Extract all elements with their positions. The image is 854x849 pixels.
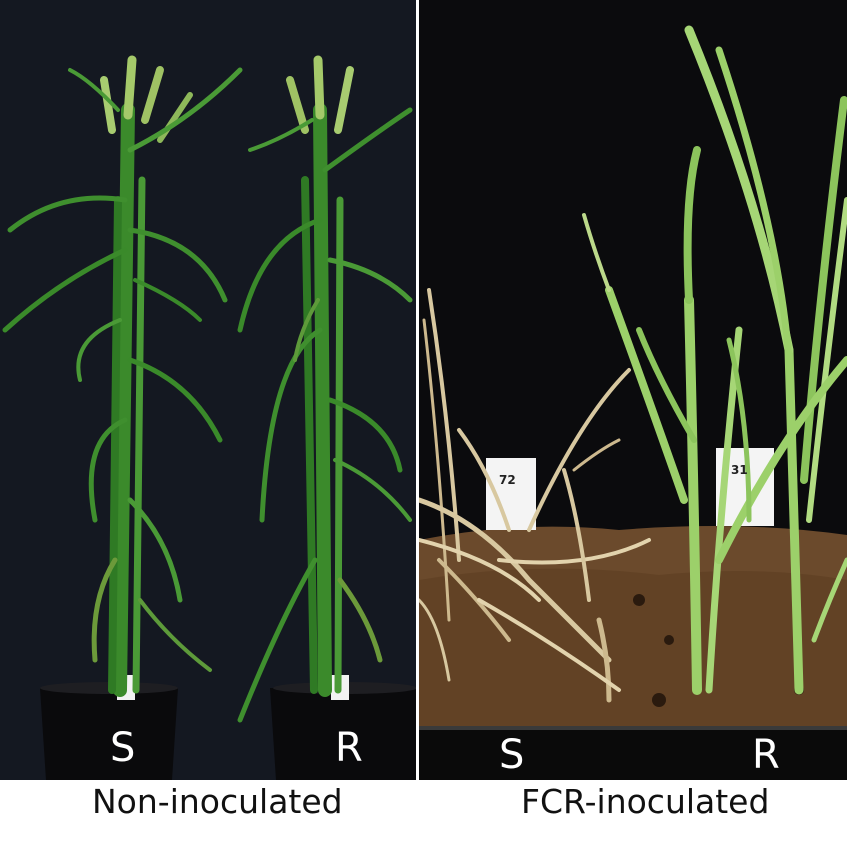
fcr-inoculated-photo: 72 31 S R (419, 0, 847, 780)
pot-label-r: R (752, 732, 780, 778)
non-inoculated-photo: S R (0, 0, 416, 780)
healthy-plant-s (2, 55, 243, 697)
non-inoculated-plants-illustration (2, 55, 416, 780)
healthy-plant-r (582, 25, 847, 695)
pot-label-s: S (110, 725, 136, 771)
pot-s-left (40, 688, 178, 780)
tray (419, 728, 847, 780)
pot-label-r: R (335, 725, 363, 771)
sample-tag-r-label: 31 (731, 463, 748, 477)
caption-non-inoculated: Non-inoculated (92, 782, 343, 821)
pot-label-s: S (499, 732, 525, 778)
fcr-inoculated-plants-illustration (419, 25, 847, 780)
dead-plant-s (419, 288, 651, 703)
healthy-plant-r (237, 55, 413, 723)
pot-r-left (270, 688, 416, 780)
caption-fcr-inoculated: FCR-inoculated (521, 782, 770, 821)
panel-divider (416, 0, 419, 780)
sample-tag-s-label: 72 (499, 473, 516, 487)
